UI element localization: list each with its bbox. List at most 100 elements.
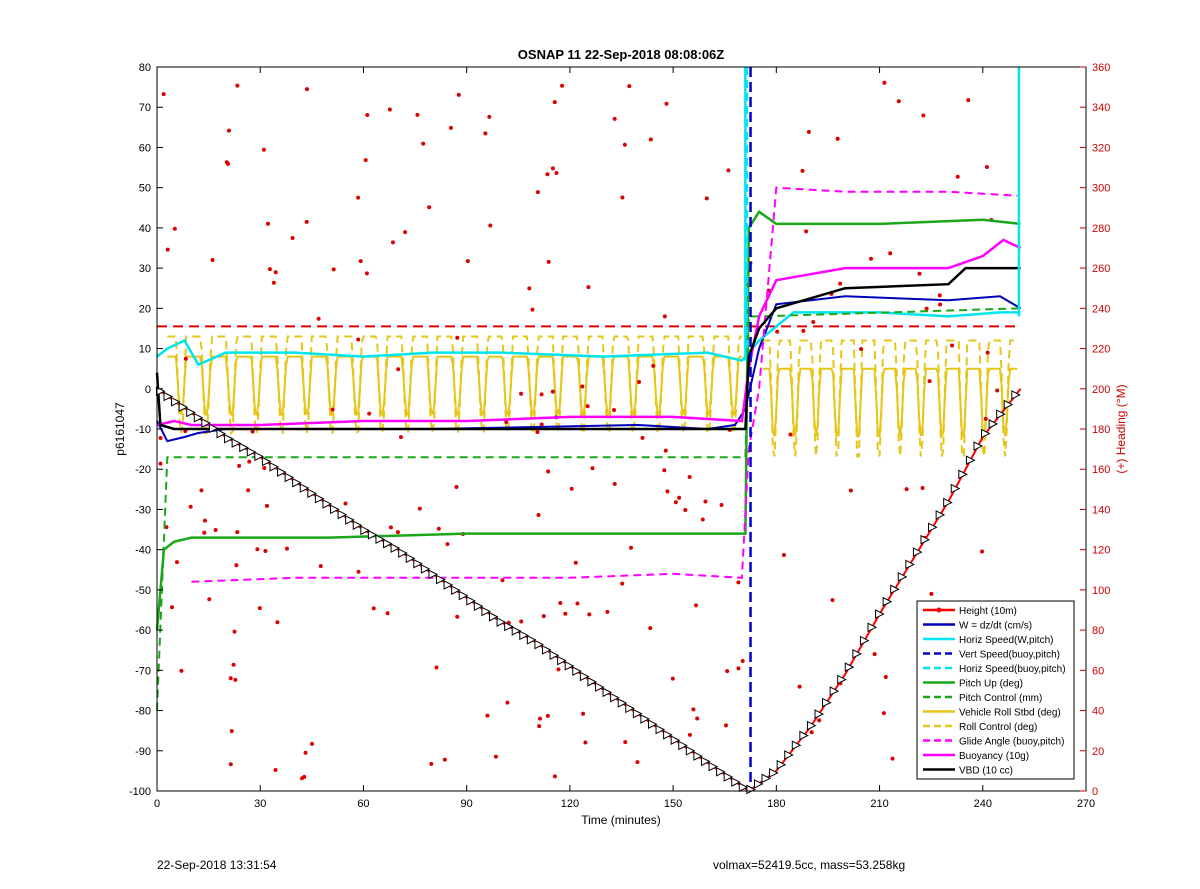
- heading-point: [539, 422, 544, 427]
- height-marker: [806, 720, 817, 731]
- height-marker: [610, 692, 620, 703]
- height-marker: [269, 461, 280, 472]
- heading-point: [800, 168, 805, 173]
- heading-point: [984, 165, 989, 170]
- y-tick-label: -100: [129, 786, 151, 798]
- series-line: [156, 238, 1022, 427]
- height-marker: [178, 402, 189, 412]
- y-tick-label: -70: [135, 665, 151, 677]
- height-marker: [617, 698, 628, 708]
- heading-point: [640, 435, 645, 440]
- height-marker: [224, 433, 234, 444]
- y-right-tick-label: 80: [1092, 625, 1104, 637]
- heading-point: [573, 560, 578, 565]
- heading-point: [663, 448, 668, 453]
- height-marker: [519, 630, 529, 641]
- heading-point: [487, 114, 492, 119]
- heading-point: [179, 668, 184, 673]
- height-marker: [330, 504, 340, 515]
- height-marker: [345, 515, 355, 525]
- heading-point: [316, 316, 321, 321]
- y-tick-label: 30: [139, 263, 151, 275]
- heading-point: [700, 517, 705, 522]
- heading-point: [662, 468, 667, 473]
- y-right-tick-label: 0: [1092, 786, 1098, 798]
- heading-point: [872, 652, 877, 657]
- heading-point: [304, 219, 309, 224]
- heading-point: [303, 750, 308, 755]
- heading-point: [165, 247, 170, 252]
- heading-point: [804, 229, 809, 234]
- heading-point: [695, 716, 700, 721]
- heading-point: [305, 87, 310, 92]
- heading-point: [210, 257, 215, 262]
- height-marker: [201, 418, 211, 428]
- heading-point: [228, 762, 233, 767]
- height-marker: [473, 601, 484, 611]
- heading-point: [356, 337, 361, 342]
- height-marker: [451, 585, 461, 596]
- height-marker: [981, 428, 991, 439]
- height-marker: [943, 497, 953, 508]
- height-marker: [292, 477, 302, 488]
- y-tick-label: -30: [135, 504, 151, 516]
- heading-point: [234, 563, 239, 568]
- height-marker: [958, 469, 968, 480]
- heading-point: [161, 92, 166, 97]
- heading-point: [232, 629, 237, 634]
- heading-point: [546, 259, 551, 264]
- y-tick-label: -10: [135, 424, 151, 436]
- heading-point: [924, 306, 929, 311]
- heading-point: [586, 285, 591, 290]
- heading-point: [882, 80, 887, 85]
- height-marker: [685, 745, 696, 756]
- heading-point: [797, 684, 802, 689]
- legend-swatch-dot: [936, 607, 942, 613]
- heading-point: [434, 665, 439, 670]
- heading-point: [396, 367, 401, 372]
- y-axis-label: p6161047: [113, 402, 127, 456]
- x-tick-label: 0: [154, 798, 160, 810]
- height-marker: [738, 782, 749, 793]
- heading-point: [226, 128, 231, 133]
- heading-point: [552, 100, 557, 105]
- height-marker: [504, 621, 514, 632]
- heading-point: [983, 416, 988, 421]
- heading-point: [569, 486, 574, 491]
- heading-point: [683, 508, 688, 513]
- height-marker: [632, 708, 643, 719]
- heading-point: [363, 158, 368, 163]
- height-marker: [572, 666, 582, 676]
- heading-point: [673, 500, 678, 505]
- y-right-tick-label: 280: [1092, 223, 1110, 235]
- heading-point: [859, 347, 864, 352]
- heading-point: [331, 267, 336, 272]
- heading-point: [519, 391, 524, 396]
- heading-point: [955, 174, 960, 179]
- heading-point: [183, 356, 188, 361]
- heading-point: [454, 485, 459, 490]
- heading-point: [188, 504, 193, 509]
- heading-point: [927, 379, 932, 384]
- heading-point: [896, 99, 901, 104]
- height-marker: [753, 779, 764, 789]
- heading-point: [436, 526, 441, 531]
- y-tick-label: -20: [135, 464, 151, 476]
- legend-label: Horiz Speed(W,pitch): [959, 635, 1053, 646]
- heading-point: [403, 230, 408, 235]
- height-marker: [996, 409, 1006, 420]
- height-marker: [761, 773, 772, 784]
- heading-point: [980, 549, 985, 554]
- heading-point: [535, 429, 540, 434]
- heading-point: [736, 666, 741, 671]
- height-marker: [299, 483, 310, 493]
- heading-point: [199, 488, 204, 493]
- height-marker: [511, 626, 522, 636]
- height-marker: [367, 529, 378, 540]
- heading-point: [390, 240, 395, 245]
- heading-point: [830, 598, 835, 603]
- height-marker: [693, 751, 704, 761]
- heading-point: [229, 729, 234, 734]
- height-marker: [322, 499, 333, 509]
- heading-point: [545, 713, 550, 718]
